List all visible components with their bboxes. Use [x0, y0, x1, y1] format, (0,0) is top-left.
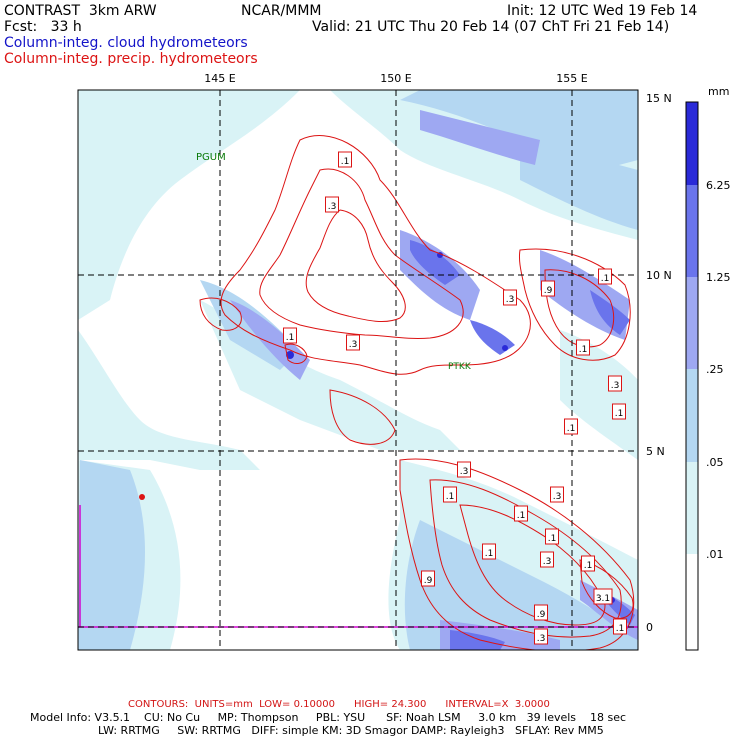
colorbar-swatch	[686, 462, 698, 554]
contour-label-box	[612, 403, 626, 420]
colorbar-swatch	[686, 185, 698, 277]
contour-label-box	[593, 588, 613, 605]
organization-label: NCAR/MMM	[241, 3, 322, 19]
station-pgum: PGUM	[196, 152, 226, 163]
contour-label: .1	[579, 345, 588, 355]
contour-label: .1	[567, 424, 576, 434]
contour-info: CONTOURS: UNITS=mm LOW= 0.10000 HIGH= 24…	[128, 699, 550, 710]
axis-labels: 145 E 150 E 155 E 15 N 10 N 5 N 0	[204, 72, 671, 634]
model-title: CONTRAST 3km ARW	[4, 3, 157, 19]
contour-label-box	[346, 334, 360, 351]
contour-label-box	[540, 551, 554, 568]
cloud-field-title: Column-integ. cloud hydrometeors	[4, 35, 248, 51]
map-frame	[77, 89, 639, 651]
lat-label-5n: 5 N	[646, 445, 665, 458]
contour-label: .9	[544, 286, 553, 296]
contour-label-box	[545, 528, 559, 545]
contour-label-box	[581, 555, 595, 572]
colorbar-swatch	[686, 554, 698, 650]
contour-label-box	[564, 418, 578, 435]
colorbar-tick: .25	[706, 363, 724, 376]
precip-contours	[199, 135, 635, 650]
colorbar-units: mm	[708, 85, 729, 98]
valid-time: Valid: 21 UTC Thu 20 Feb 14 (07 ChT Fri …	[312, 19, 670, 35]
lon-label-155: 155 E	[556, 72, 587, 85]
contour-label-box	[550, 486, 564, 503]
lat-label-0: 0	[646, 621, 653, 634]
contour-label-box	[598, 268, 612, 285]
contour-label: .3	[553, 492, 562, 502]
contour-label-box	[443, 486, 457, 503]
station-ptkk: PTKK	[448, 362, 472, 372]
contour-label: .1	[584, 561, 593, 571]
contour-label-box	[421, 570, 435, 587]
colorbar-tick: .05	[706, 456, 724, 469]
colorbar-tick: .01	[706, 548, 724, 561]
contour-label: .9	[424, 576, 433, 586]
contour-label: .1	[485, 549, 494, 559]
contour-label: .1	[446, 492, 455, 502]
contour-label-box	[608, 375, 622, 392]
contour-label-box	[283, 327, 297, 344]
contour-label: .1	[601, 274, 610, 284]
colorbar-tick: 6.25	[706, 179, 731, 192]
colorbar-swatch	[686, 102, 698, 185]
contour-label: .3	[460, 467, 469, 477]
precip-field-title: Column-integ. precip. hydrometeors	[4, 51, 258, 67]
contour-label: .1	[341, 157, 350, 167]
lat-lon-grid	[78, 90, 638, 650]
contour-label: .3	[543, 557, 552, 567]
contour-label: .3	[506, 295, 515, 305]
contour-label: .3	[537, 634, 546, 644]
contour-label: 3.1	[596, 594, 610, 604]
lon-label-145: 145 E	[204, 72, 235, 85]
colorbar-tick: 1.25	[706, 271, 731, 284]
contour-label: .1	[286, 333, 295, 343]
contour-label-box	[576, 339, 590, 356]
contour-label: .3	[611, 381, 620, 391]
model-info-line2: LW: RRTMG SW: RRTMG DIFF: simple KM: 3D …	[98, 724, 604, 737]
contour-label-box	[457, 461, 471, 478]
contour-label-box	[503, 289, 517, 306]
contour-label-box	[534, 628, 548, 645]
colorbar: mm 6.25 1.25 .25 .05 .01	[685, 85, 731, 651]
contour-label: .1	[548, 534, 557, 544]
contour-label: .1	[616, 624, 625, 634]
contour-labels: .1 .3 .1 .3 .9 .3 .1 .1 .3 .1 .1 .3 .1 .1 .3 .1 .1 .3 .9 .1…	[283, 151, 627, 645]
colorbar-swatch	[686, 369, 698, 462]
init-time: Init: 12 UTC Wed 19 Feb 14	[507, 3, 698, 19]
forecast-hour: Fcst: 33 h	[4, 19, 82, 35]
contour-label: .3	[349, 340, 358, 350]
model-info-line1: Model Info: V3.5.1 CU: No Cu MP: Thompso…	[30, 711, 627, 724]
colorbar-swatch	[686, 277, 698, 369]
lon-label-150: 150 E	[380, 72, 411, 85]
contour-label: .1	[517, 511, 526, 521]
contour-label-box	[613, 618, 627, 635]
contour-label: .1	[615, 409, 624, 419]
contour-label: .9	[537, 610, 546, 620]
contour-label-box	[338, 151, 352, 168]
contour-label-box	[541, 280, 555, 297]
contour-label-box	[514, 505, 528, 522]
contour-label-box	[325, 196, 339, 213]
contour-label-box	[534, 604, 548, 621]
lat-label-10n: 10 N	[646, 269, 672, 282]
contour-label: .3	[328, 202, 337, 212]
lat-label-15n: 15 N	[646, 92, 672, 105]
contour-label-box	[482, 543, 496, 560]
